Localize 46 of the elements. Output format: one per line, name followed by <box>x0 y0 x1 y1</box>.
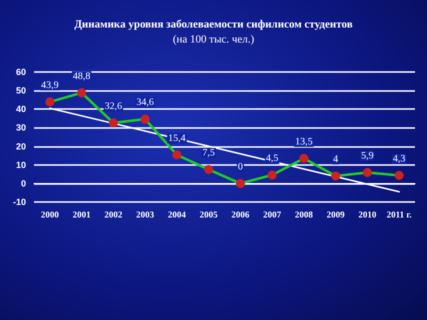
y-tick-label: 50 <box>16 86 26 96</box>
x-tick-label: 2003 <box>136 210 155 220</box>
x-tick-label: 2008 <box>294 210 314 220</box>
y-tick-label: 60 <box>16 67 26 77</box>
data-label: 4 <box>333 154 338 165</box>
data-label: 0 <box>238 161 243 172</box>
x-tick-label: 2006 <box>231 210 250 220</box>
data-label: 4,5 <box>266 153 278 164</box>
point <box>204 165 214 174</box>
point <box>299 154 308 163</box>
y-tick-label: 0 <box>20 178 26 188</box>
data-label: 13,5 <box>295 136 313 148</box>
x-tick-label: 2002 <box>104 210 123 220</box>
x-tick-label: 2001 <box>72 210 92 220</box>
x-tick-label: 2010 <box>358 210 377 220</box>
data-label: 43,9 <box>41 80 59 91</box>
point <box>362 168 372 177</box>
y-tick-label: 10 <box>16 160 26 170</box>
x-tick-label: 2000 <box>40 210 60 220</box>
x-tick-label: 2007 <box>263 210 282 220</box>
x-tick-label: 2011 г. <box>386 210 412 220</box>
data-label: 15,4 <box>168 132 186 144</box>
x-tick-label: 2004 <box>168 210 186 220</box>
y-tick-label: 40 <box>16 104 26 114</box>
y-tick-label: 30 <box>16 122 26 133</box>
point <box>331 172 340 180</box>
chart-title: Динамика уровня заболеваемости сифилисом студентов <box>74 18 353 30</box>
data-label: 7,5 <box>202 148 215 158</box>
y-tick-label: -10 <box>12 197 26 207</box>
data-label: 5,9 <box>361 150 374 162</box>
point <box>172 150 182 160</box>
y-tick-label: 20 <box>16 141 26 152</box>
point <box>268 170 277 180</box>
data-label: 32,6 <box>104 100 122 112</box>
x-tick-label: 2009 <box>326 210 346 220</box>
point <box>45 97 54 106</box>
point <box>108 118 118 128</box>
point <box>77 88 86 98</box>
data-label: 4,3 <box>392 153 406 164</box>
point <box>236 178 245 188</box>
chart-subtitle: (на 100 тыс. чел.) <box>172 34 254 46</box>
data-label: 48,8 <box>72 70 90 82</box>
point <box>140 114 150 124</box>
x-tick-label: 2005 <box>200 210 218 220</box>
point <box>394 170 404 180</box>
data-label: 34,6 <box>136 97 154 108</box>
